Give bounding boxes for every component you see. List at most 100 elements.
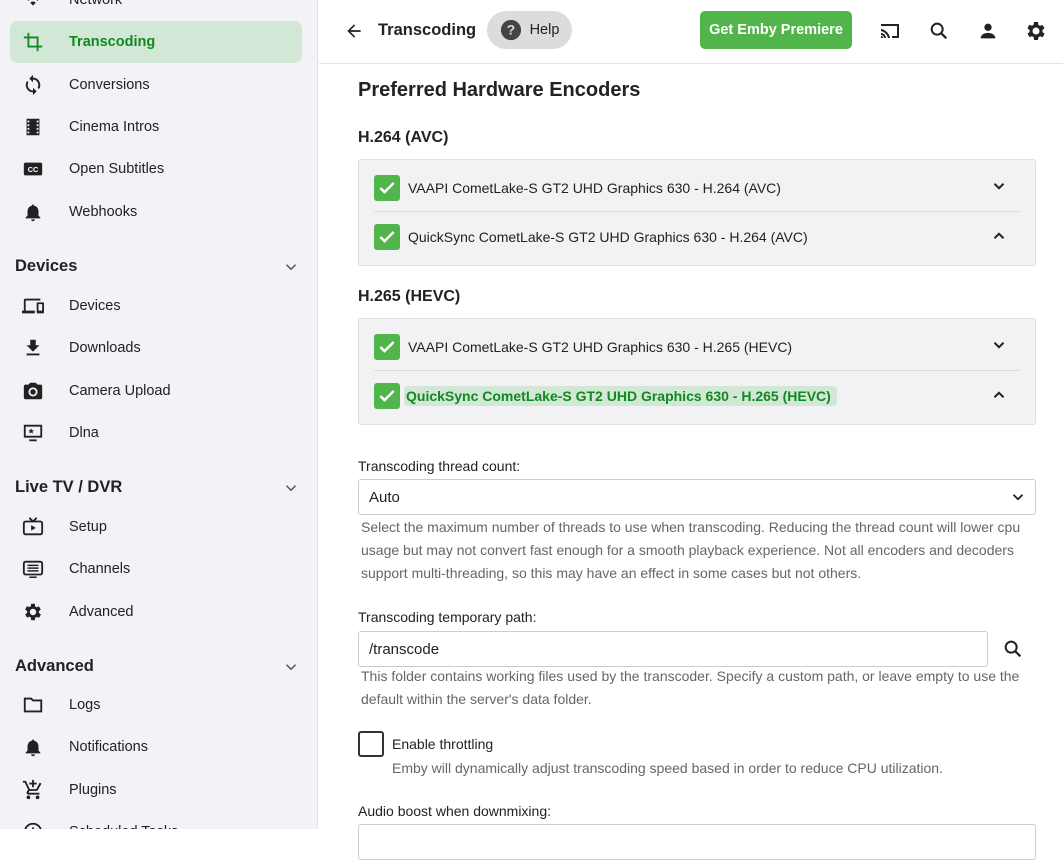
chevron-down-icon	[1012, 494, 1024, 501]
sidebar-item-camera-upload[interactable]: Camera Upload	[10, 370, 302, 412]
gear-icon	[22, 601, 44, 623]
sidebar-item-conversions[interactable]: Conversions	[10, 64, 302, 106]
temp-path-description: This folder contains working files used …	[361, 668, 1020, 707]
search-button[interactable]	[926, 18, 952, 44]
sidebar-item-open-subtitles[interactable]: CC Open Subtitles	[10, 148, 302, 190]
clock-icon	[22, 821, 44, 829]
throttling-description: Emby will dynamically adjust transcoding…	[392, 760, 943, 776]
encoder-label: VAAPI CometLake-S GT2 UHD Graphics 630 -…	[408, 338, 793, 355]
camera-icon	[22, 380, 44, 402]
crop-icon	[22, 31, 44, 53]
help-label: Help	[529, 22, 560, 38]
sidebar-item-advanced[interactable]: Advanced	[10, 591, 302, 633]
sidebar-item-devices[interactable]: Devices	[10, 285, 302, 327]
sidebar-item-label: Setup	[69, 519, 107, 535]
search-icon	[1004, 640, 1022, 658]
encoder-label: QuickSync CometLake-S GT2 UHD Graphics 6…	[408, 229, 808, 245]
audio-boost-input[interactable]	[358, 824, 1036, 860]
sidebar-section-header[interactable]: Devices	[15, 257, 300, 276]
thread-count-select[interactable]: Auto	[358, 479, 1036, 515]
sidebar-item-logs[interactable]: Logs	[10, 684, 302, 726]
sidebar-item-cinema-intros[interactable]: Cinema Intros	[10, 106, 302, 148]
sidebar-item-label: Devices	[69, 298, 121, 314]
sidebar-item-dlna[interactable]: Dlna	[10, 412, 302, 454]
thread-count-description: Select the maximum number of threads to …	[361, 519, 1021, 581]
back-button[interactable]	[341, 18, 367, 44]
chevron-down-icon	[993, 183, 1005, 190]
chevron-up-icon	[993, 390, 1005, 398]
sidebar-item-label: Cinema Intros	[69, 118, 160, 135]
bell-icon	[22, 201, 44, 223]
encoder-row: VAAPI CometLake-S GT2 UHD Graphics 630 -…	[374, 323, 1020, 371]
encoder-checkbox[interactable]	[374, 383, 400, 409]
sidebar-item-channels[interactable]: Channels	[10, 548, 302, 590]
encoder-row: QuickSync CometLake-S GT2 UHD Graphics 6…	[374, 372, 1020, 420]
thread-count-value: Auto	[369, 488, 400, 506]
sidebar-item-label: Camera Upload	[69, 382, 171, 399]
encoder-checkbox[interactable]	[374, 333, 400, 360]
throttling-label: Enable throttling	[392, 736, 494, 752]
section-title: Preferred Hardware Encoders	[358, 79, 641, 101]
section-title: Devices	[15, 257, 78, 275]
sidebar-item-label: Plugins	[69, 781, 117, 798]
temp-path-input[interactable]: /transcode	[358, 631, 988, 667]
check-icon	[379, 390, 395, 402]
h265-title: H.265 (HEVC)	[358, 288, 461, 305]
sidebar-section-header[interactable]: Advanced	[15, 657, 300, 676]
sidebar-item-scheduled-tasks[interactable]: Scheduled Tasks	[10, 811, 302, 829]
sidebar-item-label: Scheduled Tasks	[69, 824, 178, 829]
header: Transcoding ? Help Get Emby Premiere	[319, 0, 1063, 64]
page-title: Transcoding	[378, 21, 477, 39]
sidebar-item-label: Open Subtitles	[69, 161, 165, 178]
encoder-row: QuickSync CometLake-S GT2 UHD Graphics 6…	[374, 213, 1020, 261]
svg-text:CC: CC	[28, 165, 39, 174]
sidebar-item-network[interactable]: Network	[10, 0, 302, 21]
sidebar-item-webhooks[interactable]: Webhooks	[10, 191, 302, 233]
cast-button[interactable]	[877, 18, 903, 44]
svg-text:?: ?	[506, 23, 514, 38]
encoder-checkbox[interactable]	[374, 224, 400, 250]
sidebar-item-transcoding[interactable]: Transcoding	[10, 21, 302, 64]
check-icon	[379, 181, 395, 194]
wifi-icon	[22, 0, 44, 11]
sidebar-item-setup[interactable]: Setup	[10, 506, 302, 548]
film-icon	[22, 116, 44, 138]
devices-icon	[22, 295, 44, 317]
get-premiere-button[interactable]: Get Emby Premiere	[700, 11, 852, 49]
h265-encoder-list: VAAPI CometLake-S GT2 UHD Graphics 630 -…	[358, 318, 1036, 425]
move-up-button[interactable]	[990, 227, 1008, 248]
help-button[interactable]: ? Help	[487, 11, 572, 49]
cast-icon	[881, 24, 899, 38]
sidebar-item-label: Channels	[69, 561, 131, 578]
chevron-up-icon	[993, 231, 1005, 239]
tv-icon	[22, 516, 44, 538]
encoder-checkbox[interactable]	[374, 174, 400, 201]
move-down-button[interactable]	[990, 177, 1008, 198]
settings-button[interactable]	[1023, 18, 1049, 44]
sidebar-item-label: Network	[69, 0, 123, 8]
move-up-button[interactable]	[990, 386, 1008, 407]
bell-icon	[22, 736, 44, 758]
help-icon: ?	[500, 19, 521, 41]
sidebar-item-notifications[interactable]: Notifications	[10, 726, 302, 768]
sidebar-item-label: Conversions	[69, 76, 150, 93]
sidebar-item-plugins[interactable]: Plugins	[10, 769, 302, 811]
sidebar-item-label: Downloads	[69, 340, 141, 357]
sidebar: Network Transcoding Conversions Cinema Intr…	[0, 0, 318, 829]
chevron-down-icon	[285, 663, 297, 670]
thread-count-label: Transcoding thread count:	[358, 458, 521, 474]
chevron-down-icon	[285, 484, 297, 491]
move-down-button[interactable]	[990, 336, 1008, 357]
chevron-down-icon	[285, 263, 297, 270]
sidebar-item-label: Notifications	[69, 739, 148, 756]
sidebar-item-downloads[interactable]: Downloads	[10, 327, 302, 369]
arrow-left-icon	[347, 24, 361, 38]
encoder-row: VAAPI CometLake-S GT2 UHD Graphics 630 -…	[374, 164, 1020, 212]
download-icon	[22, 337, 44, 359]
sidebar-section-header[interactable]: Live TV / DVR	[15, 478, 300, 497]
check-icon	[379, 340, 395, 353]
sidebar-item-label: Transcoding	[69, 34, 156, 51]
user-button[interactable]	[975, 18, 1001, 44]
throttling-checkbox[interactable]	[358, 731, 384, 757]
browse-path-button[interactable]	[998, 634, 1028, 664]
